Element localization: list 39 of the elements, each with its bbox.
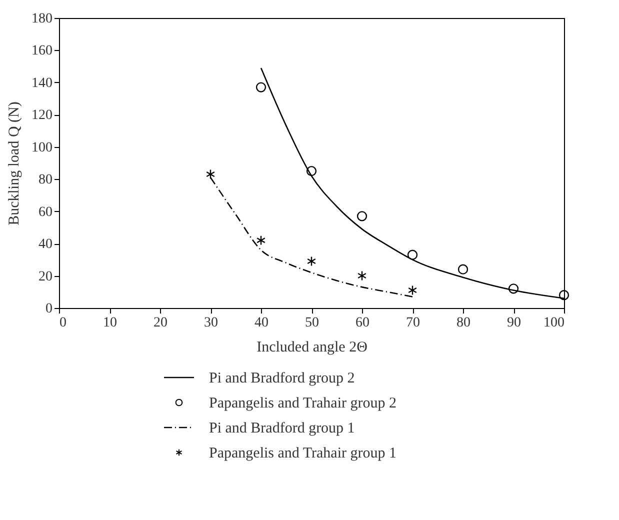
point [508,284,519,294]
point [558,290,570,300]
y-tick-label: 80 [38,172,52,188]
x-tick-label: 70 [406,316,420,330]
x-tick-label: 100 [544,316,564,330]
point [356,211,368,222]
x-tick-label: 50 [305,316,319,330]
y-tick-label: 140 [32,76,52,91]
y-tick-label: 120 [32,108,52,124]
x-tick-label: 40 [254,316,268,330]
legend-label: Pi and Bradford group 2 [209,370,355,386]
point [458,264,468,274]
legend-label: Papangelis and Trahair group 1 [209,446,396,462]
y-tick-label: 100 [32,140,52,156]
point [256,82,266,92]
point [408,285,417,296]
legend-label: Papangelis and Trahair group 2 [209,396,396,412]
y-tick-label: 60 [38,204,52,220]
x-axis-title: Included angle 2Θ [256,340,368,356]
point [256,235,266,246]
x-tick-label: 90 [507,316,521,330]
x-tick-label: 30 [204,316,218,330]
x-tick-label: 80 [456,316,470,330]
point [307,256,316,266]
y-tick-label: 160 [32,44,52,59]
y-tick-label: 40 [38,237,52,252]
y-tick-label: 20 [38,269,52,284]
y-axis-title: Buckling load Q (N) [6,102,22,226]
point [407,250,418,260]
legend-label: Pi and Bradford group 1 [209,420,355,436]
x-tick-label: 10 [103,316,117,330]
point [358,270,366,281]
point [206,169,215,180]
y-tick-label: 0 [46,302,52,316]
x-tick-label: 0 [60,316,66,330]
x-tick-label: 60 [356,316,370,330]
point [306,166,317,176]
y-tick-label: 180 [32,12,52,26]
x-tick-label: 20 [154,316,168,330]
